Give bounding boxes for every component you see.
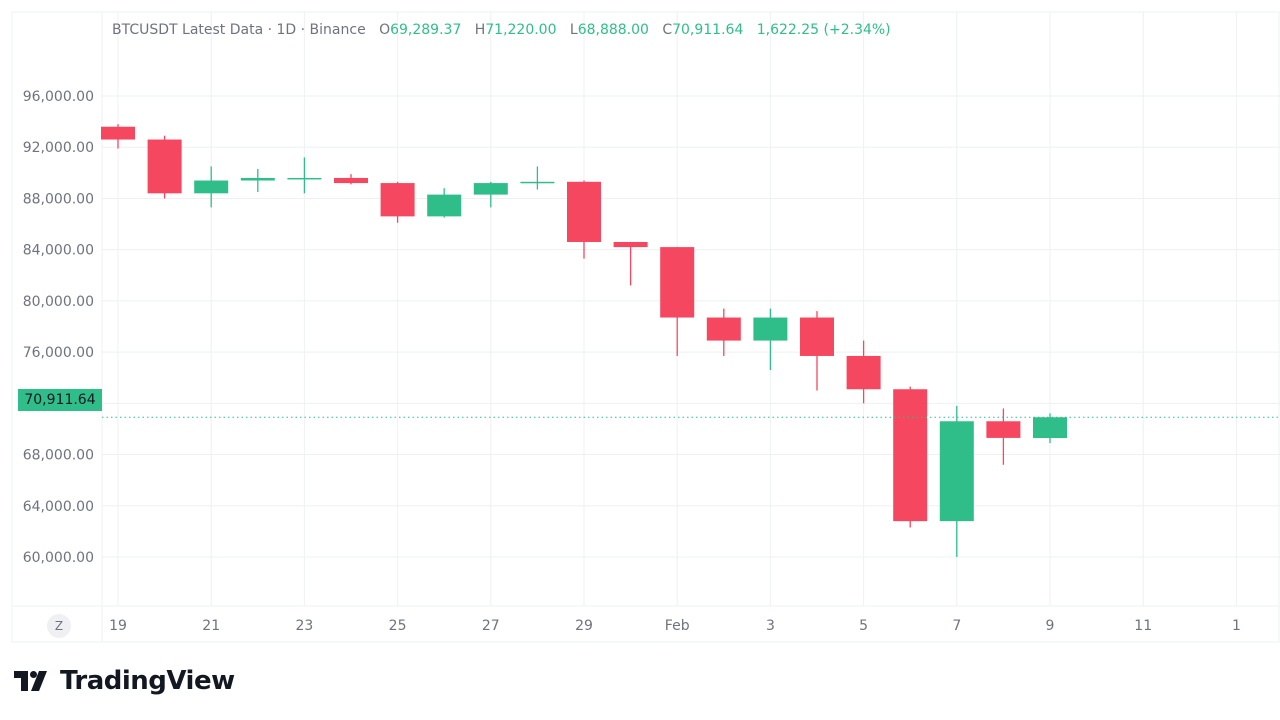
candle: [240, 168, 275, 193]
legend-close: 70,911.64: [672, 22, 744, 38]
candle-body: [986, 421, 1021, 438]
candle: [194, 166, 229, 208]
candle: [893, 386, 928, 528]
candle-body: [520, 181, 555, 184]
candle: [101, 124, 135, 149]
candle: [147, 135, 182, 199]
y-tick-label: 84,000.00: [23, 243, 94, 259]
legend-high-label: H: [474, 22, 486, 38]
candle: [334, 174, 368, 185]
current-price-tag: 70,911.64: [18, 389, 102, 411]
x-tick-label: 21: [202, 618, 220, 634]
legend-close-label: C: [662, 22, 673, 38]
candle-body: [706, 317, 741, 341]
y-tick-label: 76,000.00: [23, 345, 94, 361]
chart-frame: [11, 11, 1280, 643]
candle-body: [1033, 417, 1067, 439]
x-tick-label: 23: [295, 618, 313, 634]
candle-body: [939, 421, 974, 522]
candle: [660, 247, 695, 356]
x-tick-label: 3: [766, 618, 775, 634]
y-tick-label: 64,000.00: [23, 499, 94, 515]
y-tick-label: 96,000.00: [23, 89, 94, 105]
candle-body: [660, 247, 695, 318]
candle: [473, 181, 508, 208]
x-tick-label: 5: [859, 618, 868, 634]
candle-body: [613, 241, 648, 248]
x-tick-label: 7: [952, 618, 961, 634]
candle: [520, 166, 555, 190]
candle-body: [567, 181, 601, 242]
legend-change: 1,622.25 (+2.34%): [756, 22, 891, 38]
candle-body: [380, 183, 415, 217]
candle: [986, 408, 1021, 465]
legend-open-label: O: [379, 22, 391, 38]
tradingview-logo-icon: [14, 671, 47, 691]
candle-body: [334, 177, 368, 184]
brand-name: TradingView: [60, 666, 235, 696]
x-tick-label: 19: [109, 618, 127, 634]
timezone-button[interactable]: Z: [47, 614, 71, 638]
legend-low-label: L: [569, 22, 578, 38]
candle-body: [101, 126, 135, 140]
candle-body: [147, 139, 182, 194]
x-tick-label: 25: [389, 618, 407, 634]
chart-legend: BTCUSDT Latest Data · 1D · Binance O69,2…: [112, 22, 891, 38]
x-tick-label: 11: [1134, 618, 1152, 634]
y-tick-label: 88,000.00: [23, 191, 94, 207]
candle-body: [893, 389, 928, 522]
y-tick-label: 92,000.00: [23, 140, 94, 156]
candle-body: [473, 183, 508, 195]
x-tick-label: 9: [1046, 618, 1055, 634]
y-tick-label: 60,000.00: [23, 550, 94, 566]
candle: [706, 308, 741, 356]
candle-body: [753, 317, 788, 341]
legend-title: BTCUSDT Latest Data · 1D · Binance: [112, 22, 366, 38]
legend-open: 69,289.37: [390, 22, 462, 38]
candle: [1033, 413, 1067, 444]
candle-body: [800, 317, 834, 356]
candlestick-chart[interactable]: 96,000.00 92,000.00 88,000.00 84,000.00 80,0…: [0, 0, 1280, 650]
candle: [753, 308, 788, 371]
x-tick-label: 27: [482, 618, 500, 634]
x-tick-label: Feb: [665, 618, 690, 634]
x-tick-label: 1: [1232, 618, 1241, 634]
candle: [939, 405, 974, 557]
candle: [287, 157, 322, 194]
y-tick-label: 68,000.00: [23, 448, 94, 464]
candle: [567, 180, 601, 259]
candle: [380, 181, 415, 223]
candle-body: [287, 177, 322, 180]
chart-area[interactable]: 96,000.00 92,000.00 88,000.00 84,000.00 80,0…: [0, 0, 1280, 650]
candle-body: [846, 355, 881, 390]
legend-low: 68,888.00: [577, 22, 649, 38]
x-tick-label: 29: [575, 618, 593, 634]
candle: [800, 311, 834, 391]
y-tick-label: 80,000.00: [23, 294, 94, 310]
tradingview-logo[interactable]: TradingView: [14, 664, 235, 698]
legend-high: 71,220.00: [485, 22, 557, 38]
candle: [613, 241, 648, 286]
candle-body: [427, 194, 462, 217]
candle-body: [194, 180, 229, 194]
candle-body: [240, 177, 275, 181]
candle: [846, 340, 881, 404]
candle: [427, 188, 462, 218]
